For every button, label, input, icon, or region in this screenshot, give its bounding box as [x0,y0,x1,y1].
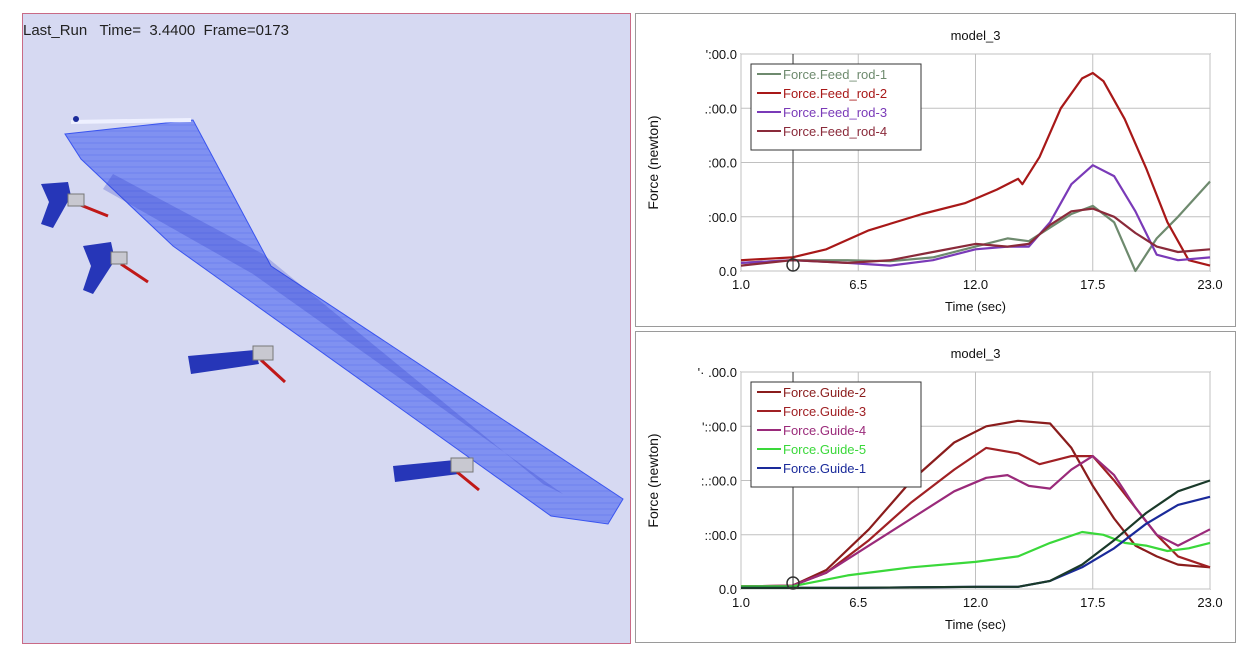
wing-panel-texture [65,120,623,524]
wing-leading-edge [70,118,192,124]
wing-model-scene[interactable] [23,14,632,645]
x-tick-label: 17.5 [1080,277,1105,292]
y-tick-label: :00.0 [708,210,737,225]
actuator-assembly-4 [393,457,480,492]
actuator-clevis [450,457,474,473]
feed-rod-force-chart[interactable]: model_3 1.0 6.5 12.0 17.5 23.0 0.0 :00.0 :00.0.:… [636,14,1235,326]
wing-rib-shadow [103,174,563,494]
series-line-4 [740,207,1211,267]
time-cursor-marker[interactable] [786,258,800,272]
x-axis-label: Time (sec) [945,299,1006,314]
animation-status-text: Last_Run Time= 3.4400 Frame=0173 [23,22,289,39]
y-tick-label: ::00.0 [704,528,737,543]
chart-title: model_3 [951,346,1001,361]
legend-box [750,63,922,151]
x-tick-label: 1.0 [732,277,750,292]
legend-box [750,381,922,488]
actuator-assembly-3 [188,345,287,384]
legend-entry: Force.Guide-4 [783,423,866,438]
legend-entry: Force.Feed_rod-4 [783,124,887,139]
y-axis-label: Force (newton) [645,433,661,527]
animation-viewport[interactable]: Last_Run Time= 3.4400 Frame=0173 [22,13,631,644]
y-tick-label: '::00.0 [702,419,737,434]
legend-entry: Force.Guide-1 [783,461,866,476]
actuator-assembly-1 [41,182,109,228]
actuator-bracket [188,350,259,374]
legend-entry: Force.Guide-2 [783,385,866,400]
y-tick-label: ':00.0 [706,47,737,62]
chart-title: model_3 [951,28,1001,43]
y-tick-label: .:00.0 [704,101,737,116]
legend-entry: Force.Feed_rod-2 [783,86,887,101]
x-tick-label: 12.0 [963,595,988,610]
feed-rod-force-plot[interactable]: model_3 1.0 6.5 12.0 17.5 23.0 0.0 :00.0 :00.0.:… [635,13,1236,327]
actuator-assembly-2 [83,242,149,294]
y-tick-label: :.:00.0 [701,474,737,489]
legend-entry: Force.Guide-5 [783,442,866,457]
actuator-clevis [67,193,85,207]
x-axis-label: Time (sec) [945,617,1006,632]
series-line-2 [740,71,1211,267]
time-cursor-marker[interactable] [786,576,800,590]
x-tick-label: 6.5 [849,595,867,610]
y-tick-label: :00.0 [708,156,737,171]
x-tick-label: 6.5 [849,277,867,292]
series-line-4 [741,530,1211,588]
x-tick-label: 23.0 [1197,595,1222,610]
legend-entry: Force.Feed_rod-3 [783,105,887,120]
actuator-rod [120,262,149,284]
actuator-bracket [393,460,459,482]
x-tick-label: 1.0 [732,595,750,610]
y-axis-label: Force (newton) [645,115,661,209]
actuator-rod [259,358,287,384]
legend-entry: Force.Feed_rod-1 [783,67,887,82]
y-tick-label: 0.0 [719,264,737,279]
actuator-clevis [252,345,274,361]
x-tick-label: 12.0 [963,277,988,292]
x-tick-label: 23.0 [1197,277,1222,292]
actuator-bracket [83,242,115,294]
x-tick-label: 17.5 [1080,595,1105,610]
legend-entry: Force.Guide-3 [783,404,866,419]
actuator-rod [456,470,480,492]
guide-force-chart[interactable]: model_31.0 6.5 12.0 17.5 23.0 0.0::00.0 :.:00.… [636,332,1235,642]
series-line-1 [740,419,1211,588]
actuator-clevis [110,251,128,265]
y-tick-label: '· .00.0 [698,365,737,380]
wing-tip-marker [73,116,79,122]
actuator-bracket [41,182,71,228]
series-line-6 [741,479,1211,589]
y-tick-label: 0.0 [719,582,737,597]
